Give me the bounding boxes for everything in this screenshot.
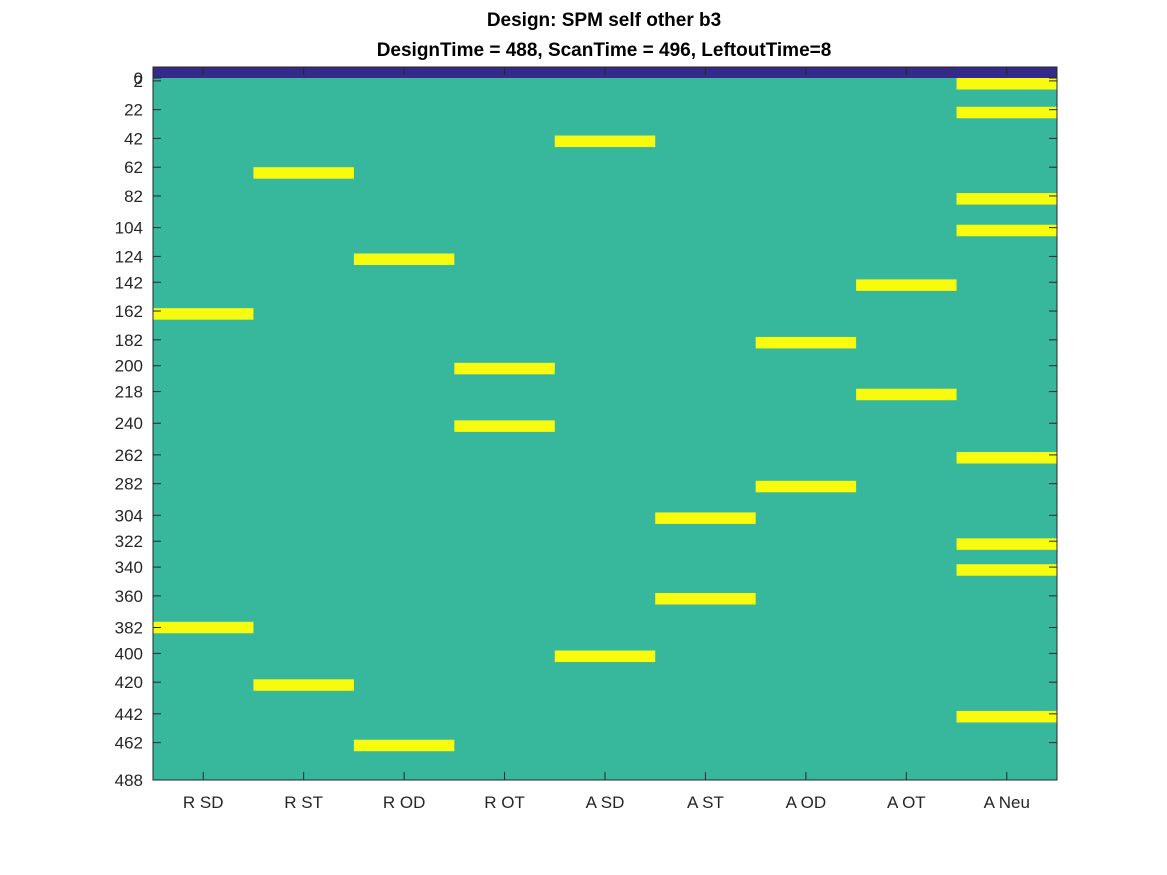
y-tick-label: 462 [115, 734, 143, 753]
x-tick-label: A ST [687, 793, 724, 812]
y-tick-label: 340 [115, 558, 143, 577]
y-tick-label: 400 [115, 644, 143, 663]
event-bar [755, 480, 857, 493]
y-tick-label: 162 [115, 302, 143, 321]
chart-subtitle: DesignTime = 488, ScanTime = 496, Leftou… [377, 40, 832, 61]
y-tick-label: 200 [115, 357, 143, 376]
x-tick-label: A OT [887, 793, 926, 812]
event-bar [655, 592, 756, 605]
event-bar [554, 650, 656, 663]
x-tick-label: R OD [383, 793, 426, 812]
event-bar [253, 679, 354, 691]
event-bar [956, 224, 1057, 237]
event-bar [956, 106, 1057, 119]
plot-area: 0222426282104124142162182200218240262282… [115, 66, 1058, 812]
y-tick-label: 304 [115, 506, 143, 525]
event-bar [956, 193, 1057, 205]
chart-title: Design: SPM self other b3 [487, 10, 721, 31]
event-bar [454, 420, 555, 432]
y-tick-label: 218 [115, 383, 143, 402]
event-bar [554, 135, 656, 148]
y-tick-label: 262 [115, 446, 143, 465]
event-bar [956, 78, 1057, 90]
event-bar [956, 538, 1057, 550]
x-tick-label: R OT [484, 793, 525, 812]
event-bar [856, 388, 957, 401]
x-tick-label: A Neu [984, 793, 1030, 812]
x-tick-label: R SD [183, 793, 224, 812]
y-tick-label: 82 [124, 187, 143, 206]
y-tick-label: 420 [115, 673, 143, 692]
event-bar [253, 167, 354, 179]
x-tick-label: A SD [586, 793, 625, 812]
event-bar [454, 362, 555, 375]
y-tick-label: 142 [115, 273, 143, 292]
x-tick-label: R ST [284, 793, 323, 812]
y-tick-label: 240 [115, 414, 143, 433]
y-tick-label: 22 [124, 101, 143, 120]
event-bar [353, 739, 455, 752]
y-tick-label: 488 [115, 771, 143, 790]
y-tick-label: 322 [115, 532, 143, 551]
y-tick-label: 282 [115, 475, 143, 494]
event-bar [153, 621, 254, 634]
event-bar [956, 452, 1057, 464]
event-bar [353, 253, 455, 266]
event-bar [956, 710, 1057, 723]
y-tick-label: 124 [115, 247, 143, 266]
y-tick-label: 182 [115, 331, 143, 350]
x-tick-label: A OD [786, 793, 827, 812]
y-tick-label: 2 [134, 72, 143, 91]
event-bar [153, 308, 254, 320]
y-tick-label: 104 [115, 219, 143, 238]
y-tick-label: 0 [134, 69, 143, 88]
y-tick-label: 42 [124, 129, 143, 148]
event-bar [755, 336, 857, 349]
y-tick-label: 442 [115, 705, 143, 724]
event-bar [956, 564, 1057, 576]
y-tick-label: 360 [115, 587, 143, 606]
event-bar [655, 512, 756, 524]
event-bar [856, 279, 957, 291]
y-tick-label: 62 [124, 158, 143, 177]
y-tick-label: 382 [115, 619, 143, 638]
